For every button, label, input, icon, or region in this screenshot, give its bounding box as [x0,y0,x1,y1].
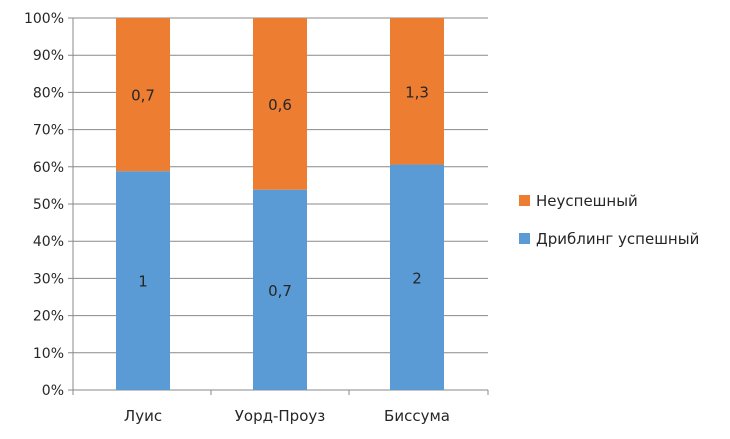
data-label: 0,7 [131,87,155,105]
y-tick-label: 30% [33,271,64,287]
legend-swatch [519,233,530,244]
y-tick-label: 10% [33,346,64,362]
data-label: 2 [412,269,422,287]
data-label: 0,6 [268,96,292,114]
y-tick-label: 80% [33,85,64,101]
bar-unsuccessful [390,18,444,165]
legend-swatch [519,195,530,206]
bar-unsuccessful [116,18,170,172]
bar-successful [116,171,170,390]
data-label: 1 [138,273,148,291]
bar-successful [253,189,307,390]
legend-label: Неуспешный [536,192,638,210]
bars [116,18,444,390]
legend-label: Дриблинг успешный [536,230,699,248]
y-tick-label: 50% [33,197,64,213]
bar-successful [390,164,444,390]
y-tick-label: 20% [33,309,64,325]
y-tick-label: 70% [33,123,64,139]
data-label: 1,3 [405,83,429,101]
data-labels: 1 0,7 0,7 0,6 2 1,3 [131,83,429,300]
y-tick-label: 100% [24,11,64,27]
x-category-label: Луис [124,407,162,425]
y-tick-label: 90% [33,48,64,64]
x-category-label: Уорд-Проуз [235,407,325,425]
x-category-label: Биссума [384,407,450,425]
x-axis: Луис Уорд-Проуз Биссума [72,390,489,425]
y-tick-label: 0% [42,383,64,399]
y-axis: 0% 10% 20% 30% 40% 50% 60% 70% 80% 90% 100% [24,11,74,399]
y-tick-label: 40% [33,234,64,250]
bar-unsuccessful [253,18,307,190]
legend: Неуспешный Дриблинг успешный [519,192,699,248]
data-label: 0,7 [268,282,292,300]
y-tick-label: 60% [33,160,64,176]
